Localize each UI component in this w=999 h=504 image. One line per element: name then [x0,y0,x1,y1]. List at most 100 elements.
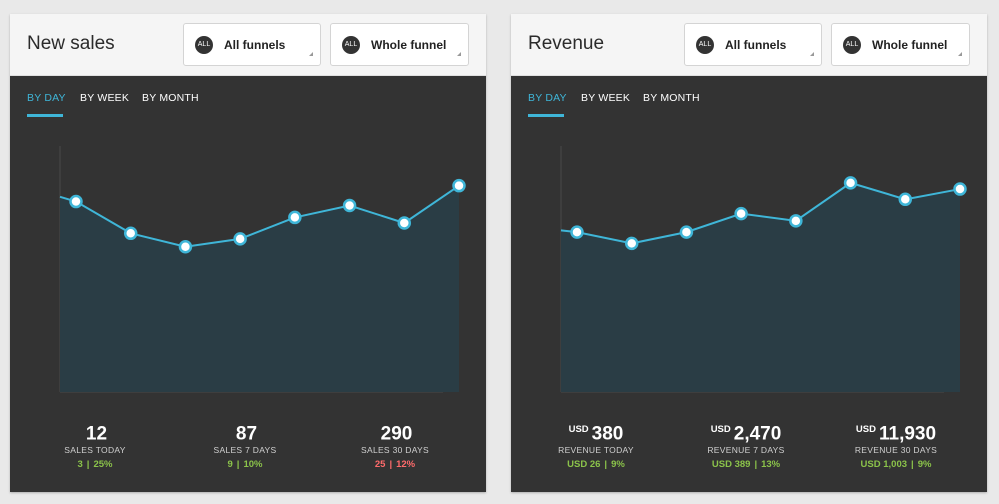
revenue-card: Revenue ALL All funnels ALL Whole funnel… [511,14,987,492]
card-header: New sales ALL All funnels ALL Whole funn… [10,14,486,76]
area-fill [60,185,459,392]
stat-delta: USD 26 | 9% [567,459,625,470]
tab-by-day[interactable]: BY DAY [27,92,66,104]
x-tick-label: 29 May [948,403,973,404]
stat-prefix: USD [855,424,876,435]
tab-by-month[interactable]: BY MONTH [142,92,199,104]
stat-label: REVENUE 30 DAYS [854,445,938,455]
delta-percent: 10% [243,459,263,470]
all-badge-icon: ALL [342,36,360,54]
delta-amount: 3 [77,459,83,470]
data-point[interactable] [843,176,858,190]
stat-label: REVENUE TODAY [558,445,634,455]
delta-amount: USD 1,003 [860,459,908,470]
active-tab-indicator [27,114,63,117]
data-point[interactable] [397,216,412,230]
data-point[interactable] [624,236,639,251]
delta-percent: 12% [396,459,416,470]
stat-value: 380 [591,423,624,445]
caret-icon [958,52,962,56]
x-tick-label: 24 May [674,403,699,404]
new-sales-chart: 22 May 23 May 24 May 25 May 26 May 27 May 28 M… [59,146,472,404]
x-tick-label: 27 May [337,403,362,404]
all-badge-icon: ALL [843,36,861,54]
all-badge-icon: ALL [696,36,714,54]
funnel-step-select-label: Whole funnel [872,38,948,52]
delta-percent: 25% [93,459,113,470]
x-tick-label: 29 May [447,403,472,404]
x-tick-label: 25 May [729,403,754,404]
stat-value: 11,930 [878,423,937,445]
data-point[interactable] [452,178,466,193]
stat-value: 87 [235,423,258,445]
stat-label: SALES 7 DAYS [213,445,277,455]
stat-delta: USD 1,003 | 9% [860,459,932,470]
data-point[interactable] [342,198,357,213]
active-tab-indicator [528,114,564,117]
all-badge-icon: ALL [195,36,213,54]
x-tick-label: 28 May [893,403,918,404]
data-point[interactable] [679,225,694,239]
funnel-select-label: All funnels [725,38,787,52]
tab-by-month[interactable]: BY MONTH [643,92,700,104]
funnel-select-label: All funnels [224,38,286,52]
stat-value: 2,470 [733,423,782,445]
funnel-step-select-label: Whole funnel [371,38,447,52]
data-point[interactable] [570,225,584,239]
tab-by-week[interactable]: BY WEEK [581,92,631,104]
x-tick-label: 27 May [838,403,863,404]
stat-revenue-today: USD 380 REVENUE TODAY USD 26 | 9% [521,418,671,470]
stats-row: 12 SALES TODAY 3 | 25% 87 SALES 7 DAYS 9 | 1… [10,418,486,482]
data-point[interactable] [233,232,247,246]
x-tick-label: 22 May [64,403,89,404]
x-tick-label: 25 May [228,403,253,404]
x-tick-label: 28 May [392,403,417,404]
delta-amount: USD 389 [711,459,751,470]
stat-value: 12 [85,423,108,445]
card-title: New sales [27,33,115,54]
data-point[interactable] [953,182,967,196]
data-point[interactable] [288,210,302,225]
card-title: Revenue [528,33,605,54]
x-tick-label: 26 May [784,403,809,404]
stat-delta: USD 389 | 13% [711,459,781,470]
stat-prefix: USD [710,424,731,435]
data-point[interactable] [123,226,138,241]
data-point[interactable] [69,194,83,209]
tab-by-week[interactable]: BY WEEK [80,92,130,104]
stat-label: SALES 30 DAYS [361,445,429,455]
delta-percent: 9% [917,459,932,470]
stat-sales-today: 12 SALES TODAY 3 | 25% [20,418,170,470]
new-sales-card: New sales ALL All funnels ALL Whole funn… [10,14,486,492]
stat-sales-7-days: 87 SALES 7 DAYS 9 | 10% [170,418,320,470]
x-tick-label: 23 May [619,403,644,404]
funnel-select[interactable]: ALL All funnels [183,23,321,66]
stat-revenue-30-days: USD 11,930 REVENUE 30 DAYS USD 1,003 | 9% [821,418,971,470]
card-header: Revenue ALL All funnels ALL Whole funnel [511,14,987,76]
x-tick-label: 23 May [118,403,143,404]
data-point[interactable] [898,192,913,207]
x-tick-label: 22 May [565,403,590,404]
funnel-select[interactable]: ALL All funnels [684,23,822,66]
stat-delta: 9 | 10% [227,459,263,470]
stat-value: 290 [380,423,413,445]
stat-label: SALES TODAY [64,445,126,455]
data-point[interactable] [178,240,193,254]
area-fill [561,182,960,392]
caret-icon [309,52,313,56]
stat-sales-30-days: 290 SALES 30 DAYS 25 | 12% [320,418,470,470]
stat-delta: 3 | 25% [77,459,113,470]
stat-label: REVENUE 7 DAYS [707,445,785,455]
stat-delta: 25 | 12% [374,459,416,470]
funnel-step-select[interactable]: ALL Whole funnel [330,23,469,66]
revenue-chart: 22 May 23 May 24 May 25 May 26 May 27 May 28 M… [560,146,973,404]
caret-icon [457,52,461,56]
x-tick-label: 24 May [173,403,198,404]
data-point[interactable] [789,214,803,228]
data-point[interactable] [734,206,748,221]
funnel-step-select[interactable]: ALL Whole funnel [831,23,970,66]
delta-amount: 25 [374,459,386,470]
delta-amount: USD 26 [567,459,601,470]
tab-by-day[interactable]: BY DAY [528,92,567,104]
stats-row: USD 380 REVENUE TODAY USD 26 | 9% USD 2,470 … [511,418,987,482]
